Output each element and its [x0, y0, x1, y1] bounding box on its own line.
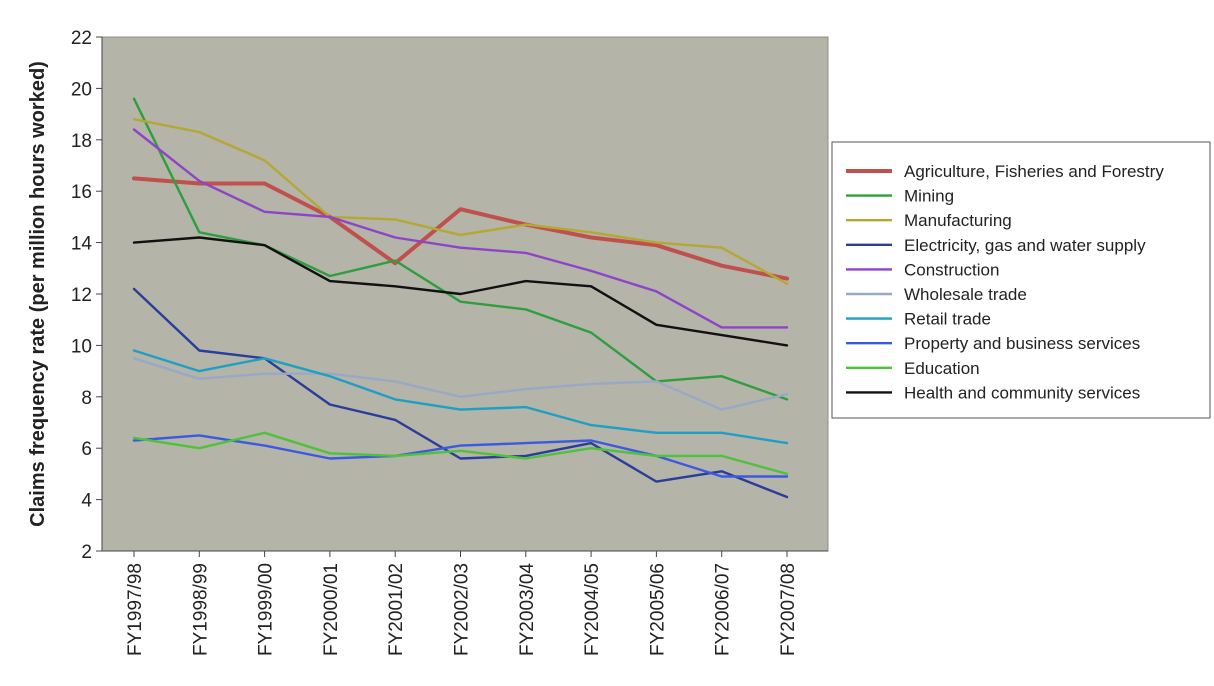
y-axis-title: Claims frequency rate (per million hours… [27, 61, 49, 527]
y-tick-label: 10 [71, 336, 92, 357]
x-tick-label: FY2002/03 [452, 563, 473, 656]
legend-label: Wholesale trade [904, 285, 1027, 304]
y-tick-label: 20 [71, 79, 92, 100]
x-tick-label: FY2000/01 [321, 563, 342, 656]
y-tick-label: 2 [81, 542, 92, 563]
x-tick-label: FY2005/06 [647, 563, 668, 656]
series-line-9 [132, 431, 789, 476]
x-tick-label: FY2007/08 [778, 563, 799, 656]
series-line-6 [132, 357, 789, 411]
y-axis: 2 4 6 8 10 12 14 16 18 20 22 [71, 28, 103, 563]
x-tick-label: FY2006/07 [713, 563, 734, 656]
series-line-2 [132, 97, 789, 401]
legend-label: Agriculture, Fisheries and Forestry [904, 162, 1164, 181]
x-axis: FY1997/98 FY1998/99 FY1999/00 FY2000/01 FY20… [102, 550, 828, 656]
x-tick-label: FY1999/00 [256, 563, 277, 656]
x-tick-label: FY1998/99 [190, 563, 211, 656]
x-tick-label: FY2003/04 [517, 563, 538, 656]
legend-label: Electricity, gas and water supply [904, 236, 1146, 255]
x-tick-label: FY1997/98 [125, 563, 146, 656]
series-line-4 [132, 287, 789, 499]
legend-label: Construction [904, 260, 999, 279]
series-lines [132, 97, 789, 499]
y-tick-label: 14 [71, 234, 93, 255]
series-line-10 [132, 236, 789, 347]
legend-label: Mining [904, 187, 954, 206]
legend-box [831, 141, 1211, 419]
y-tick-label: 18 [71, 131, 92, 152]
legend: Agriculture, Fisheries and Forestry Minin… [831, 141, 1211, 419]
y-tick-label: 4 [81, 491, 92, 512]
y-tick-label: 12 [71, 285, 92, 306]
x-tick-label: FY2004/05 [582, 563, 603, 656]
legend-label: Retail trade [904, 310, 991, 329]
series-line-3 [132, 117, 789, 285]
legend-label: Education [904, 359, 980, 378]
series-line-5 [132, 128, 789, 329]
x-tick-label: FY2001/02 [386, 563, 407, 656]
series-line-8 [132, 434, 789, 478]
y-tick-label: 16 [71, 182, 92, 203]
y-tick-label: 22 [71, 28, 92, 49]
legend-label: Property and business services [904, 334, 1140, 353]
y-tick-label: 8 [81, 388, 92, 409]
series-line-1 [132, 176, 789, 281]
series-line-7 [132, 349, 789, 445]
y-tick-label: 6 [81, 439, 92, 460]
legend-label: Manufacturing [904, 211, 1012, 230]
legend-label: Health and community services [904, 383, 1140, 402]
